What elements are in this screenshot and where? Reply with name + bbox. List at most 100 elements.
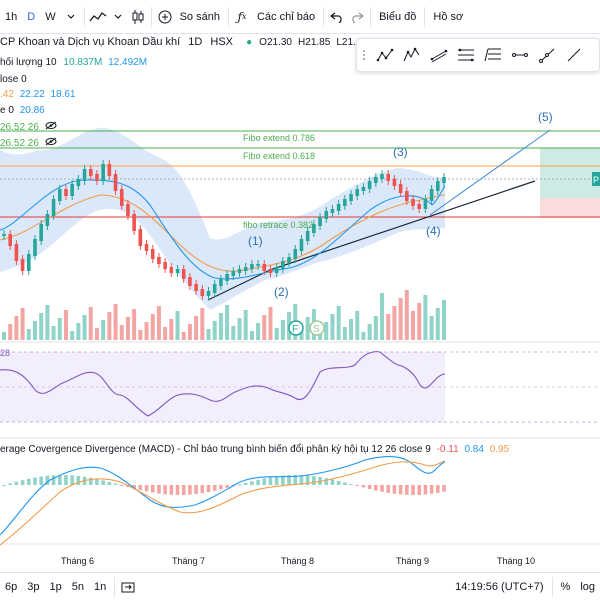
redo-icon[interactable] <box>347 6 367 28</box>
hide-eye-icon[interactable] <box>45 137 57 149</box>
volume-bar <box>330 314 335 340</box>
volume-legend: hối lượng 10 10.837M 12.492M <box>0 57 147 68</box>
candlestick-icon[interactable] <box>128 6 148 28</box>
candle-body <box>119 189 124 206</box>
chevron-down-icon[interactable] <box>61 6 81 28</box>
macd-histogram-bar <box>169 485 174 495</box>
macd-histogram-bar <box>274 476 279 485</box>
range-5d-button[interactable]: 5n <box>71 580 84 593</box>
volume-bar <box>163 327 168 340</box>
chevron-down-icon[interactable] <box>108 6 128 28</box>
wave-4-label[interactable]: (4) <box>426 224 441 238</box>
range-1m-button[interactable]: 1p <box>49 580 62 593</box>
ray-tool-icon[interactable] <box>533 41 560 69</box>
event-f-label: F <box>292 324 298 335</box>
hide-eye-icon[interactable] <box>45 121 57 133</box>
candle-body <box>330 209 335 213</box>
candle-body <box>281 261 285 269</box>
candle-body <box>206 291 211 296</box>
range-6m-button[interactable]: 6p <box>5 580 18 593</box>
polyline-tool-icon[interactable] <box>371 41 398 69</box>
range-1d-button[interactable]: 1n <box>94 580 107 593</box>
more-tools-icon[interactable] <box>560 41 587 69</box>
undo-icon[interactable] <box>327 6 347 28</box>
compare-button[interactable]: So sánh <box>179 10 220 23</box>
indicator-3-value-3: 18.61 <box>50 89 76 100</box>
trendline-wave5[interactable] <box>429 129 551 216</box>
candle-body <box>405 191 409 201</box>
macd-histogram-bar <box>45 475 50 485</box>
volume-bar <box>268 307 273 340</box>
log-scale-toggle[interactable]: log <box>580 580 595 593</box>
wave-3-label[interactable]: (3) <box>393 145 408 159</box>
indicator-2-label[interactable]: lose 0 <box>0 74 27 85</box>
indicator-legend-3: .42 22.22 18.61 <box>0 89 76 100</box>
volume-legend-label[interactable]: hối lượng 10 <box>0 57 57 68</box>
plus-circle-icon[interactable] <box>155 6 175 28</box>
status-dot-icon: ● <box>246 37 253 48</box>
stop-zone <box>540 198 600 218</box>
candle-body <box>312 224 316 233</box>
xaxis-label-jun: Tháng 6 <box>61 556 94 566</box>
macd-histogram-bar <box>8 483 12 485</box>
macd-histogram-bar <box>132 485 136 489</box>
event-f-marker[interactable] <box>288 320 304 336</box>
clock-time[interactable]: 14:19:56 (UTC+7) <box>455 580 544 593</box>
line-chart-icon[interactable] <box>88 6 108 28</box>
interval-1h-button[interactable]: 1h <box>5 10 18 23</box>
candle-body <box>324 211 329 219</box>
candle-body <box>250 264 254 269</box>
macd-histogram-bar <box>250 481 254 485</box>
fib-retracement-tool-icon[interactable] <box>452 41 479 69</box>
macd-legend: erage Covergence Divergence (MACD) - Chỉ… <box>0 444 509 455</box>
bollinger-band <box>0 127 445 310</box>
wave-1-label[interactable]: (1) <box>248 234 263 248</box>
symbol-name[interactable]: CP Khoan và Dịch vụ Khoan Dầu khí <box>0 36 181 48</box>
wave-2-label[interactable]: (2) <box>274 285 289 299</box>
drag-handle-icon[interactable] <box>359 41 369 69</box>
macd-histogram-bar <box>367 485 372 489</box>
volume-bar <box>107 312 112 340</box>
candle-body <box>2 234 6 236</box>
candle-body <box>436 181 440 191</box>
wave-5-label[interactable]: (5) <box>538 110 553 124</box>
elliott-wave-tool-icon[interactable] <box>398 41 425 69</box>
macd-histogram-bar <box>200 485 205 494</box>
price-chart[interactable]: Fibo extend 0.786 Fibo extend 0.618 fibo… <box>0 34 600 572</box>
indicator-4-label[interactable]: e 0 <box>0 105 14 116</box>
candle-body <box>76 179 81 186</box>
trendline-main[interactable] <box>269 180 536 271</box>
volume-bar <box>70 331 75 340</box>
macd-title[interactable]: erage Covergence Divergence (MACD) - Chỉ… <box>0 444 431 455</box>
chart-area[interactable]: Fibo extend 0.786 Fibo extend 0.618 fibo… <box>0 34 600 572</box>
fib-extension-tool-icon[interactable] <box>479 41 506 69</box>
macd-histogram-bar <box>64 475 68 485</box>
divider <box>227 6 229 27</box>
event-s-marker[interactable] <box>309 320 325 336</box>
trend-line-tool-icon[interactable] <box>506 41 533 69</box>
candle-body <box>237 269 242 273</box>
symbol-legend: CP Khoan và Dịch vụ Khoan Dầu khí 1D HSX… <box>0 36 356 48</box>
profile-menu-button[interactable]: Hồ sơ <box>433 10 464 23</box>
goto-date-icon[interactable] <box>118 576 138 598</box>
trendline-lower-left[interactable] <box>207 269 271 301</box>
chart-menu-button[interactable]: Biểu đồ <box>379 10 417 23</box>
percent-scale-toggle[interactable]: % <box>560 580 571 593</box>
candle-body <box>318 217 322 226</box>
range-3m-button[interactable]: 3p <box>27 580 40 593</box>
volume-bar <box>132 309 137 340</box>
candle-body <box>287 257 291 263</box>
interval-d-button[interactable]: D <box>27 10 36 23</box>
volume-bar <box>175 311 180 340</box>
volume-bar <box>231 326 236 340</box>
parallel-channel-tool-icon[interactable] <box>425 41 452 69</box>
ohlc-low: L21. <box>336 37 356 48</box>
candle-body <box>429 189 434 201</box>
volume-bar <box>442 300 446 340</box>
indicators-button[interactable]: Các chỉ báo <box>256 10 316 23</box>
volume-bar <box>94 328 99 340</box>
candle-body <box>293 249 298 259</box>
interval-w-button[interactable]: W <box>45 10 56 23</box>
macd-value-1: -0.11 <box>436 444 459 455</box>
